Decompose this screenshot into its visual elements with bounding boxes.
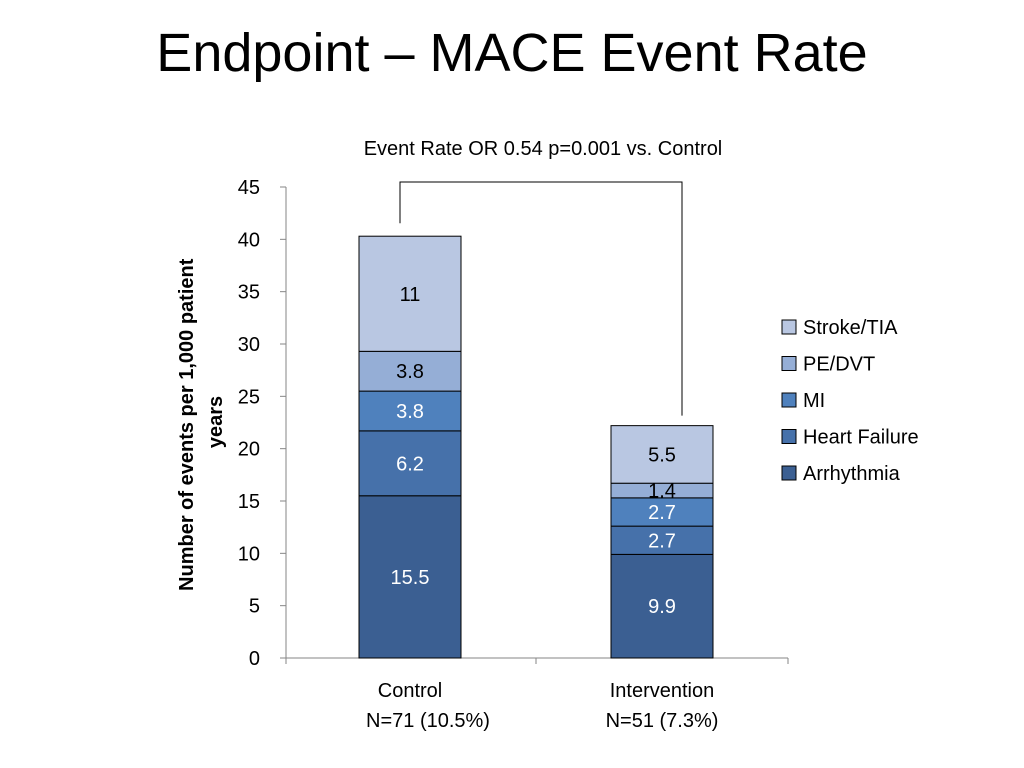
bar-segment [358, 350, 462, 392]
bar-segment [610, 425, 714, 484]
data-label: 6.2 [396, 453, 424, 475]
data-label: 3.8 [396, 361, 424, 383]
bar-segment [610, 553, 714, 659]
x-category-sublabel: N=51 (7.3%) [606, 710, 719, 732]
data-label: 2.7 [648, 530, 676, 552]
data-label: 1.4 [648, 481, 676, 503]
legend: Stroke/TIA PE/DVT MI Heart Failure Arrhythmi… [781, 317, 919, 485]
bar-segment [610, 525, 714, 555]
plot-area: 0 5 10 15 20 25 30 35 40 45 15.5 6.2 3.8 3.8 11 Control… [238, 177, 789, 732]
legend-swatch [781, 465, 797, 481]
legend-label: MI [803, 390, 825, 412]
legend-swatch [781, 429, 797, 444]
chart-subtitle: Event Rate OR 0.54 p=0.001 vs. Control [364, 138, 723, 160]
x-category-sublabel: N=71 (10.5%) [366, 710, 490, 732]
y-tick-label: 35 [238, 282, 260, 304]
data-label: 5.5 [648, 444, 676, 466]
y-tick-label: 40 [238, 229, 260, 251]
x-category-label: Intervention [610, 680, 715, 702]
y-tick-label: 0 [249, 648, 260, 670]
legend-swatch [781, 319, 797, 335]
data-label: 9.9 [648, 596, 676, 618]
y-axis-title-line-2: years [205, 396, 227, 448]
y-tick-label: 20 [238, 439, 260, 461]
y-tick-label: 5 [249, 596, 260, 618]
y-axis-title: Number of events per 1,000 patient years [176, 253, 227, 591]
y-tick-label: 25 [238, 386, 260, 408]
legend-label: PE/DVT [803, 354, 875, 376]
data-label: 15.5 [391, 567, 430, 589]
y-tick-label: 15 [238, 491, 260, 513]
data-label: 3.8 [396, 401, 424, 423]
data-label: 11 [400, 284, 421, 306]
slide-title: Endpoint – MACE Event Rate [156, 23, 868, 83]
legend-swatch [781, 392, 797, 408]
y-axis-title-line-1: Number of events per 1,000 patient [176, 258, 198, 591]
comparison-bracket [399, 181, 683, 416]
y-tick-label: 10 [238, 543, 260, 565]
x-category-label: Control [378, 680, 442, 702]
legend-label: Arrhythmia [803, 463, 901, 485]
y-tick-label: 45 [238, 177, 260, 199]
data-label: 2.7 [648, 502, 676, 524]
legend-swatch [781, 356, 797, 371]
y-tick-label: 30 [238, 334, 260, 356]
bar-segment [358, 235, 462, 352]
legend-label: Stroke/TIA [803, 317, 898, 339]
legend-label: Heart Failure [803, 427, 919, 449]
